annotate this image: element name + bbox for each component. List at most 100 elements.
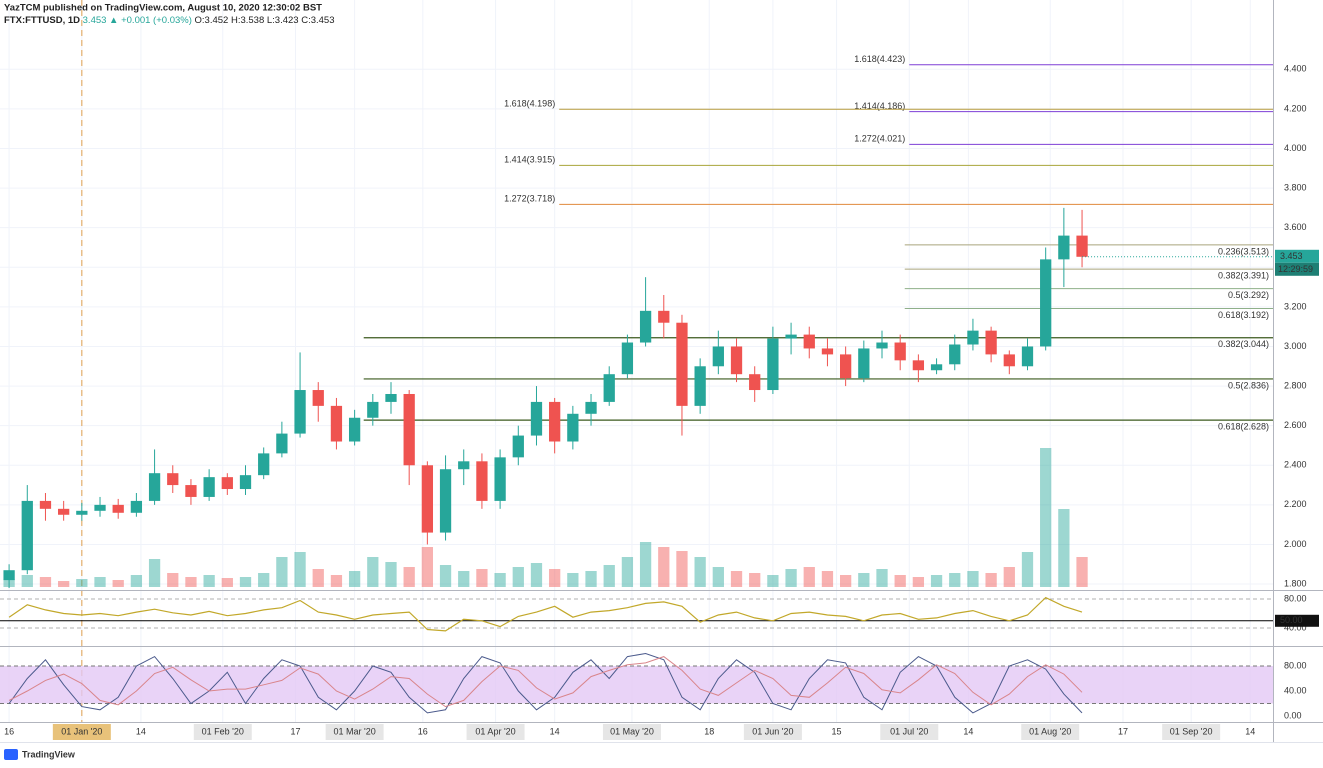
candle-body	[439, 469, 452, 533]
x-tick-label: 01 Apr '20	[475, 726, 515, 736]
fib-label: 1.414(4.186)	[854, 101, 905, 111]
fib-label: 1.618(4.198)	[504, 99, 555, 109]
volume-bar	[239, 577, 252, 587]
candle-body	[1040, 259, 1052, 347]
y-tick-label: 2.200	[1284, 499, 1307, 509]
x-tick-tag	[325, 724, 384, 740]
rsi-tick-label: 40.00	[1284, 622, 1307, 632]
volume-bar	[367, 557, 379, 587]
fib-label: 0.618(2.628)	[1218, 422, 1269, 432]
fib-label: 1.618(4.423)	[854, 54, 905, 64]
volume-bar	[385, 562, 397, 587]
x-tick-label: 01 Sep '20	[1170, 726, 1213, 736]
candle-body	[112, 504, 124, 513]
volume-bar	[621, 557, 634, 587]
crosshair-x-tag	[52, 724, 111, 740]
volume-bar	[1076, 557, 1088, 587]
volume-bar	[1003, 567, 1015, 587]
volume-bar	[58, 581, 70, 587]
volume-bar	[658, 547, 670, 587]
volume-bar	[767, 575, 779, 587]
volume-bar	[348, 571, 361, 587]
rsi-mid-label: 50.00	[1280, 615, 1303, 625]
candle-body	[1058, 235, 1070, 260]
x-tick-label: 17	[1118, 726, 1128, 736]
volume-bar	[421, 547, 434, 587]
volume-bar	[712, 567, 724, 587]
candle-body	[330, 405, 343, 442]
candle-body	[930, 364, 943, 371]
candle-body	[658, 310, 670, 323]
candle-body	[130, 500, 143, 513]
volume-bar	[730, 571, 743, 587]
y-tick-label: 4.400	[1284, 64, 1307, 74]
candle-body	[1021, 346, 1034, 367]
volume-bar	[94, 577, 106, 587]
candle-body	[385, 393, 397, 402]
y-tick-label: 1.800	[1284, 578, 1307, 588]
y-tick-label: 3.600	[1284, 222, 1307, 232]
stoch-k-line	[8, 652, 1083, 714]
candle-body	[367, 401, 379, 418]
volume-bar	[567, 573, 579, 587]
candle-body	[567, 413, 579, 442]
stoch-tick-label: 40.00	[1284, 685, 1307, 695]
symbol: FTX:FTTUSD, 1D	[4, 15, 80, 26]
fib-label: 0.5(3.292)	[1228, 290, 1269, 300]
candle-body	[858, 348, 870, 379]
volume-bar	[676, 551, 688, 587]
stoch-tick-label: 80.00	[1284, 660, 1307, 670]
volume-bar	[694, 557, 706, 587]
x-tick-label: 14	[963, 726, 973, 736]
volume-bar	[839, 575, 852, 587]
volume-bar	[185, 577, 197, 587]
candle-body	[821, 348, 834, 355]
candle-body	[912, 360, 925, 371]
x-tick-label: 18	[704, 726, 714, 736]
candle-body	[185, 485, 197, 497]
brand-logo	[4, 749, 18, 760]
quote: 3.453 ▲ +0.001 (+0.03%)	[83, 15, 192, 26]
candle-body	[603, 374, 615, 402]
candle-body	[76, 510, 88, 515]
volume-bar	[1058, 509, 1070, 587]
volume-bar	[39, 577, 52, 587]
candle-body	[258, 453, 270, 476]
y-tick-label: 3.800	[1284, 182, 1307, 192]
x-tick-tag	[743, 724, 802, 740]
x-tick-label: 17	[291, 726, 301, 736]
volume-bar	[858, 573, 870, 587]
x-tick-label: 14	[1245, 726, 1255, 736]
volume-bar	[949, 573, 961, 587]
x-tick-tag	[466, 724, 525, 740]
x-tick-tag	[1021, 724, 1080, 740]
volume-bar	[894, 575, 906, 587]
stoch-tick-label: 0.00	[1284, 710, 1302, 720]
volume-bar	[221, 578, 233, 587]
countdown-label: 12:29:59	[1278, 264, 1313, 274]
volume-bar	[148, 559, 161, 587]
x-tick-label: 14	[136, 726, 146, 736]
candle-body	[549, 401, 561, 442]
volume-bar	[294, 552, 306, 587]
candle-body	[494, 457, 506, 501]
volume-bar	[330, 575, 343, 587]
candle-body	[585, 401, 597, 414]
x-tick-label: 01 Mar '20	[333, 726, 375, 736]
header-quote: FTX:FTTUSD, 1D 3.453 ▲ +0.001 (+0.03%) O…	[4, 15, 334, 26]
candle-body	[949, 344, 961, 365]
fib-label: 0.618(3.192)	[1218, 310, 1269, 320]
y-tick-label: 4.200	[1284, 103, 1307, 113]
x-tick-label: 01 Jul '20	[890, 726, 928, 736]
candle-body	[967, 330, 979, 345]
volume-bar	[512, 567, 524, 587]
volume-bar	[639, 542, 652, 587]
candle-body	[694, 366, 706, 406]
candle-body	[985, 330, 997, 355]
x-tick-tag	[193, 724, 252, 740]
candle-body	[403, 393, 415, 466]
candle-body	[221, 477, 233, 490]
